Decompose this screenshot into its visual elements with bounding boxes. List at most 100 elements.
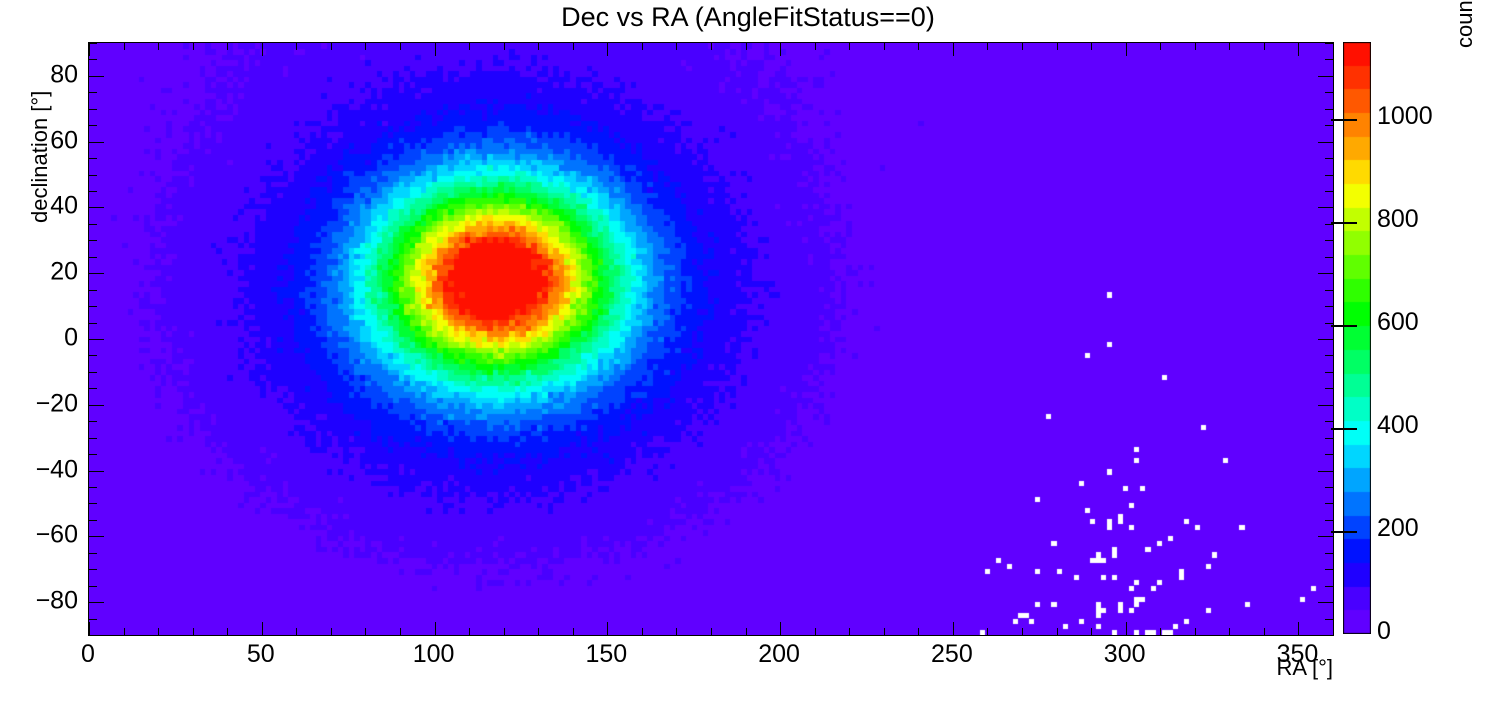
x-axis-tick	[987, 628, 988, 635]
x-axis-tick-top	[296, 43, 297, 50]
y-axis-tick	[89, 142, 104, 143]
y-axis-tick	[89, 619, 97, 620]
x-axis-tick-top	[953, 43, 954, 56]
x-axis-tick-top	[1022, 43, 1023, 50]
x-axis-tick-label: 300	[1103, 640, 1146, 668]
y-axis-tick-right	[1325, 635, 1333, 636]
x-axis-tick	[331, 628, 332, 635]
y-axis-tick	[89, 586, 97, 587]
x-axis-tick	[365, 628, 366, 635]
y-axis-tick-right	[1325, 372, 1333, 373]
x-axis-tick-top	[642, 43, 643, 50]
x-axis-tick-top	[365, 43, 366, 50]
colorbar-tick-label: 400	[1377, 411, 1419, 439]
y-axis-tick	[89, 175, 97, 176]
x-axis-tick	[538, 628, 539, 635]
y-axis-tick	[89, 339, 104, 340]
x-axis-tick	[849, 628, 850, 635]
x-axis-tick-top	[780, 43, 781, 56]
x-axis-tick-top	[607, 43, 608, 56]
y-axis-tick-right	[1325, 421, 1333, 422]
y-axis-tick	[89, 224, 97, 225]
x-axis-tick-top	[1264, 43, 1265, 50]
colorbar-title: count	[1452, 0, 1477, 48]
y-axis-tick	[89, 503, 97, 504]
x-axis-tick	[918, 628, 919, 635]
y-axis-tick-right	[1325, 240, 1333, 241]
x-axis-tick	[158, 628, 159, 635]
y-axis-tick-right	[1325, 175, 1333, 176]
y-axis-tick-right	[1318, 142, 1333, 143]
y-axis-tick	[89, 273, 104, 274]
x-axis-tick-top	[1160, 43, 1161, 50]
y-axis-tick-label: 0	[64, 323, 78, 352]
y-axis-tick-right	[1325, 158, 1333, 159]
y-axis-tick-right	[1325, 191, 1333, 192]
y-axis-tick-label: 60	[50, 126, 78, 155]
x-axis-tick-label: 250	[931, 640, 973, 668]
x-axis-tick	[1333, 628, 1334, 635]
y-axis-tick-right	[1318, 536, 1333, 537]
x-axis-tick-top	[987, 43, 988, 50]
x-axis-tick-top	[1333, 43, 1334, 50]
y-axis-tick-right	[1325, 454, 1333, 455]
y-axis-tick-right	[1325, 125, 1333, 126]
y-axis-tick-right	[1325, 388, 1333, 389]
y-axis-tick	[89, 257, 97, 258]
y-axis-tick-right	[1325, 487, 1333, 488]
x-axis-tick	[193, 628, 194, 635]
y-axis-tick-right	[1318, 273, 1333, 274]
y-axis-tick	[89, 553, 97, 554]
y-axis-tick-right	[1325, 586, 1333, 587]
y-axis-tick-right	[1325, 306, 1333, 307]
x-axis-tick-top	[262, 43, 263, 56]
y-axis-tick	[89, 635, 97, 636]
x-axis-tick-top	[746, 43, 747, 50]
x-axis-tick-top	[193, 43, 194, 50]
x-axis-tick	[1195, 628, 1196, 635]
y-axis-tick	[89, 109, 97, 110]
x-axis-tick-top	[849, 43, 850, 50]
plot-frame: declination [°] RA [°]	[27, 42, 1334, 680]
x-axis-tick-top	[1229, 43, 1230, 50]
y-axis-tick	[89, 388, 97, 389]
x-axis-tick-top	[89, 43, 90, 56]
y-axis-tick	[89, 125, 97, 126]
x-axis-tick	[642, 628, 643, 635]
y-axis-tick	[89, 240, 97, 241]
x-axis-tick	[504, 628, 505, 635]
y-axis-tick	[89, 323, 97, 324]
y-axis-tick	[89, 207, 104, 208]
y-axis-tick-right	[1318, 471, 1333, 472]
x-axis-tick-label: 0	[81, 640, 95, 668]
x-axis-tick	[1022, 628, 1023, 635]
x-axis-tick	[676, 628, 677, 635]
x-axis-tick-top	[1298, 43, 1299, 56]
y-axis-tick-right	[1325, 290, 1333, 291]
x-axis-tick	[89, 622, 90, 635]
y-axis-tick-right	[1325, 503, 1333, 504]
y-axis-tick-right	[1325, 92, 1333, 93]
x-axis-tick-top	[884, 43, 885, 50]
x-axis-tick	[780, 622, 781, 635]
y-axis-tick-right	[1318, 602, 1333, 603]
y-axis-tick-right	[1318, 207, 1333, 208]
y-axis-tick-label: −80	[35, 586, 78, 615]
x-axis-tick-label: 200	[758, 640, 800, 668]
x-axis-tick-top	[815, 43, 816, 50]
colorbar-tick	[1331, 119, 1357, 121]
x-axis-tick-top	[1091, 43, 1092, 50]
x-axis-tick	[746, 628, 747, 635]
y-axis-tick	[89, 191, 97, 192]
x-axis-tick-top	[711, 43, 712, 50]
y-axis-tick-right	[1325, 59, 1333, 60]
colorbar: 0 200 400 600 800 1000	[1331, 42, 1433, 645]
x-axis-tick-label: 150	[585, 640, 628, 668]
colorbar-tick	[1331, 428, 1357, 430]
histogram-2d	[89, 43, 1333, 635]
x-axis-tick-top	[1126, 43, 1127, 56]
x-axis-tick	[1057, 628, 1058, 635]
y-axis-tick	[89, 438, 97, 439]
x-axis-tick-top	[124, 43, 125, 50]
